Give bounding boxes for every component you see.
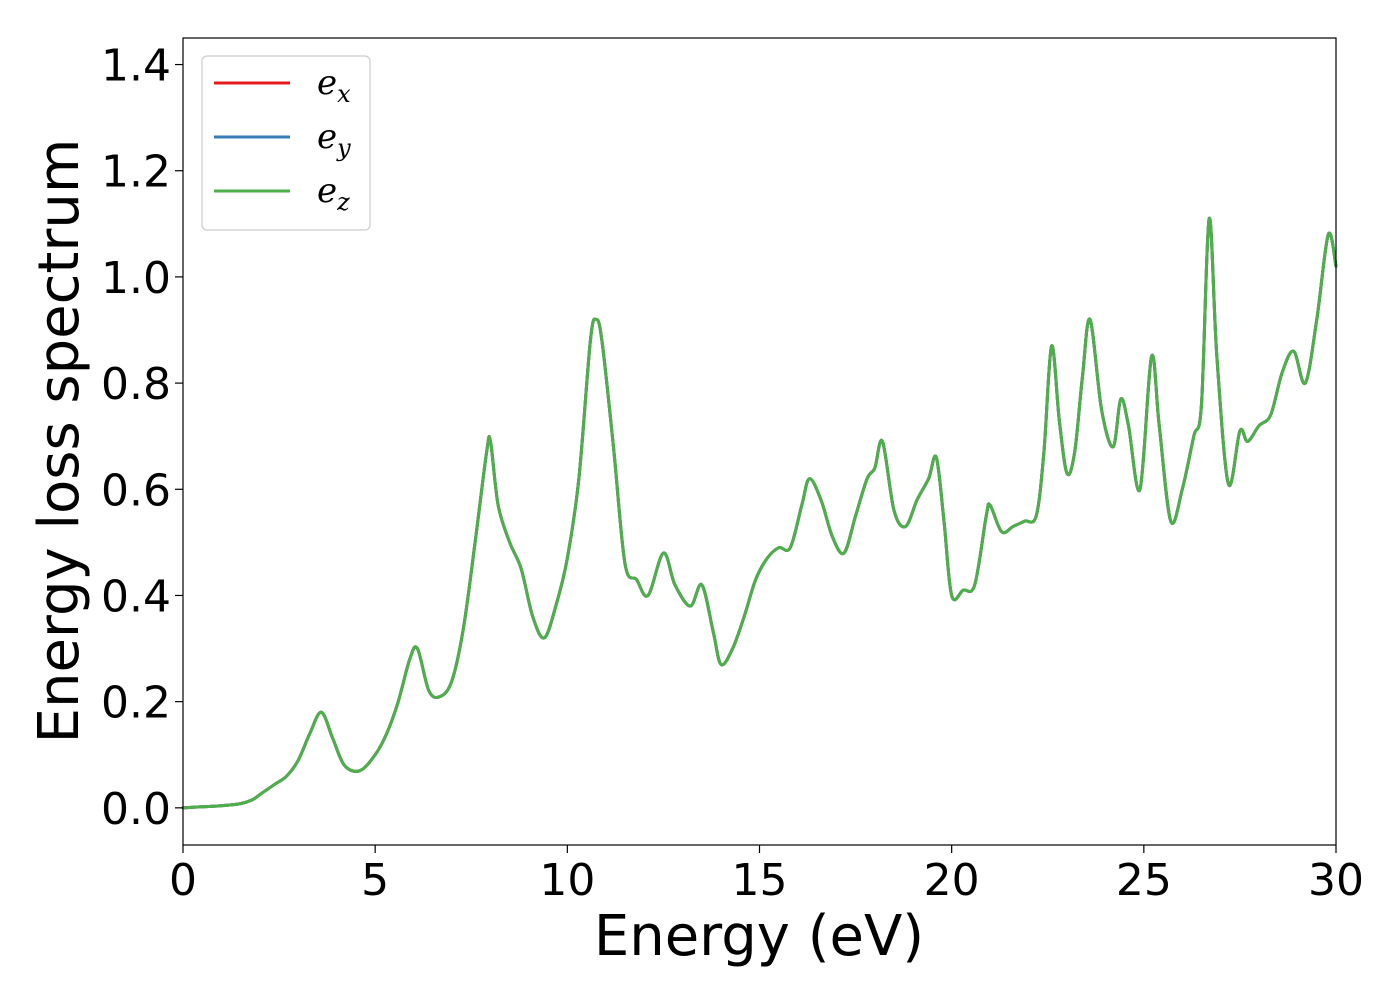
x-tick-label: 5 (361, 855, 389, 906)
y-tick-label: 0.8 (101, 359, 171, 410)
y-tick-label: 1.4 (101, 41, 171, 92)
y-tick-label: 0.4 (101, 571, 171, 622)
legend-frame (201, 55, 371, 231)
x-axis-title: Energy (eV) (594, 904, 924, 969)
legend-label-y: ey (317, 117, 351, 162)
x-axis: 0 5 10 15 20 25 30 (169, 845, 1364, 906)
y-tick-label: 0.6 (101, 465, 171, 516)
x-tick-label: 30 (1308, 855, 1364, 906)
x-tick-label: 25 (1116, 855, 1172, 906)
series-layer (181, 216, 1338, 810)
y-tick-label: 1.0 (101, 253, 171, 304)
x-tick-label: 10 (539, 855, 595, 906)
legend: ex ey ez (201, 55, 371, 231)
y-tick-label: 0.2 (101, 678, 171, 729)
legend-label-x: ex (317, 63, 351, 108)
x-tick-label: 20 (924, 855, 980, 906)
y-axis: 0.0 0.2 0.4 0.6 0.8 1.0 1.2 1.4 (101, 41, 183, 835)
y-tick-label: 0.0 (101, 784, 171, 835)
series-line-z (181, 216, 1338, 810)
y-axis-title: Energy loss spectrum (27, 139, 92, 744)
x-tick-label: 0 (169, 855, 197, 906)
legend-label-z: ez (317, 171, 350, 216)
y-tick-label: 1.2 (101, 147, 171, 198)
x-tick-label: 15 (732, 855, 788, 906)
